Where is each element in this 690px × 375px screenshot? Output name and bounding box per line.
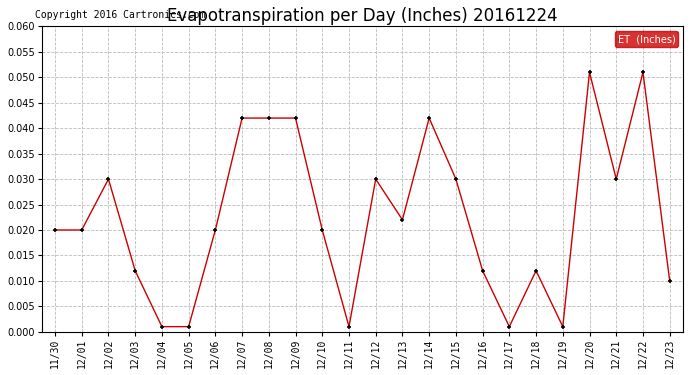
- Text: Copyright 2016 Cartronics.com: Copyright 2016 Cartronics.com: [35, 10, 206, 20]
- Legend: ET  (Inches): ET (Inches): [615, 32, 678, 47]
- Title: Evapotranspiration per Day (Inches) 20161224: Evapotranspiration per Day (Inches) 2016…: [167, 7, 558, 25]
